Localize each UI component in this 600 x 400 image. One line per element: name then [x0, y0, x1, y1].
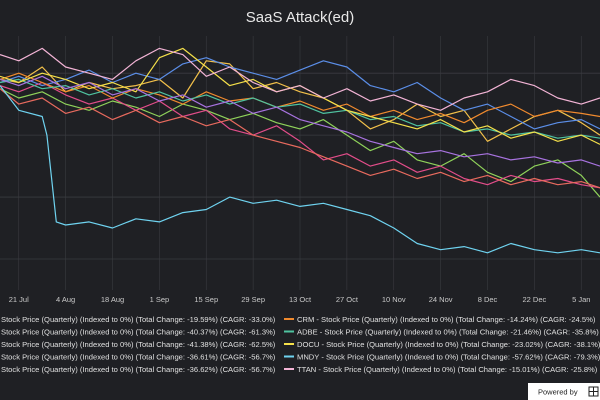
- x-tick-label: 24 Nov: [429, 295, 453, 304]
- footer-background: [528, 383, 600, 400]
- series-line-s11[interactable]: [0, 75, 600, 167]
- legend-item[interactable]: Stock Price (Quarterly) (Indexed to 0%) …: [0, 340, 276, 349]
- series-line-s5[interactable]: [0, 88, 600, 189]
- x-tick-label: 22 Dec: [522, 295, 546, 304]
- series-line-adbe[interactable]: [0, 78, 600, 139]
- x-tick-label: 18 Aug: [101, 295, 124, 304]
- legend-item[interactable]: CRM - Stock Price (Quarterly) (Indexed t…: [284, 315, 596, 324]
- brand-logo-icon[interactable]: [588, 386, 599, 397]
- legend-item[interactable]: ADBE - Stock Price (Quarterly) (Indexed …: [284, 328, 599, 337]
- legend-item[interactable]: TTAN - Stock Price (Quarterly) (Indexed …: [284, 365, 598, 374]
- x-tick-label: 5 Jan: [572, 295, 590, 304]
- x-axis-ticks: 21 Jul 4 Aug 18 Aug 1 Sep 15 Sep 29 Sep 13 Oct…: [9, 295, 591, 304]
- series-line-crm[interactable]: [0, 72, 600, 124]
- x-tick-label: 21 Jul: [9, 295, 29, 304]
- legend-label: Stock Price (Quarterly) (Indexed to 0%) …: [1, 365, 276, 374]
- legend-label: Stock Price (Quarterly) (Indexed to 0%) …: [1, 328, 276, 337]
- legend-label: TTAN - Stock Price (Quarterly) (Indexed …: [297, 365, 598, 374]
- legend-label: MNDY - Stock Price (Quarterly) (Indexed …: [297, 353, 600, 362]
- legend-label: Stock Price (Quarterly) (Indexed to 0%) …: [1, 315, 276, 324]
- legend-item[interactable]: MNDY - Stock Price (Quarterly) (Indexed …: [284, 353, 600, 362]
- x-tick-label: 29 Sep: [241, 295, 265, 304]
- x-tick-label: 10 Nov: [382, 295, 406, 304]
- powered-by-text: Powered by: [538, 388, 578, 397]
- series-line-s4[interactable]: [0, 81, 600, 189]
- gridlines: [0, 36, 600, 290]
- legend-label: CRM - Stock Price (Quarterly) (Indexed t…: [297, 315, 596, 324]
- legend-label: DOCU - Stock Price (Quarterly) (Indexed …: [297, 340, 600, 349]
- x-tick-label: 27 Oct: [336, 295, 359, 304]
- series-lines: [0, 47, 600, 254]
- legend-label: Stock Price (Quarterly) (Indexed to 0%) …: [1, 353, 276, 362]
- legend-item[interactable]: Stock Price (Quarterly) (Indexed to 0%) …: [0, 353, 276, 362]
- footer: Powered by: [528, 383, 600, 400]
- legend-item[interactable]: DOCU - Stock Price (Quarterly) (Indexed …: [284, 340, 600, 349]
- series-line-mndy[interactable]: [0, 85, 600, 254]
- x-tick-label: 15 Sep: [194, 295, 218, 304]
- legend-item[interactable]: Stock Price (Quarterly) (Indexed to 0%) …: [0, 315, 276, 324]
- series-line-s3[interactable]: [0, 57, 600, 130]
- x-tick-label: 13 Oct: [289, 295, 312, 304]
- legend-label: ADBE - Stock Price (Quarterly) (Indexed …: [297, 328, 599, 337]
- x-tick-label: 1 Sep: [150, 295, 170, 304]
- legend-label: Stock Price (Quarterly) (Indexed to 0%) …: [1, 340, 276, 349]
- legend: Stock Price (Quarterly) (Indexed to 0%) …: [0, 315, 600, 374]
- series-line-ttan[interactable]: [0, 47, 600, 111]
- legend-item[interactable]: Stock Price (Quarterly) (Indexed to 0%) …: [0, 328, 276, 337]
- x-tick-label: 8 Dec: [478, 295, 498, 304]
- legend-item[interactable]: Stock Price (Quarterly) (Indexed to 0%) …: [0, 365, 276, 374]
- x-tick-label: 4 Aug: [56, 295, 75, 304]
- chart-title: SaaS Attack(ed): [246, 9, 354, 26]
